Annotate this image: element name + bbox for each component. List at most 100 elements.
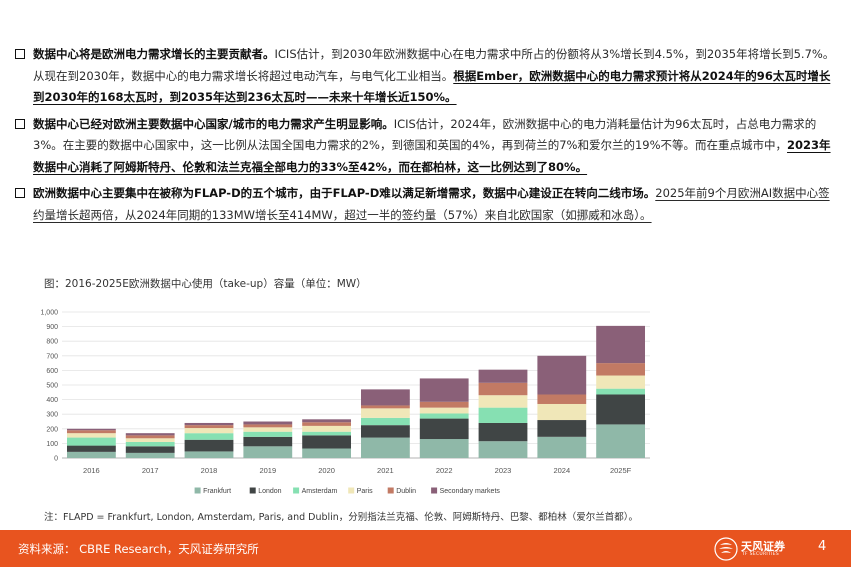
bar-amsterdam-2021 <box>360 417 410 426</box>
bar-london-2017 <box>125 446 175 453</box>
bar-paris-2021 <box>360 408 410 418</box>
bar-frankfurt-2016 <box>66 451 116 458</box>
bar-frankfurt-2022 <box>419 439 469 458</box>
y-tick-label: 600 <box>46 368 58 375</box>
y-tick-label: 0 <box>54 456 58 463</box>
x-tick-label: 2019 <box>259 466 276 475</box>
x-tick-label: 2025F <box>610 466 632 475</box>
bar-amsterdam-2018 <box>184 433 234 440</box>
x-tick-label: 2016 <box>83 466 100 475</box>
bullet-2-lead: 数据中心已经对欧洲主要数据中心国家/城市的电力需求产生明显影响。 <box>33 116 394 131</box>
bar-secondary-markets-2016 <box>66 428 116 431</box>
bar-amsterdam-2025F <box>596 388 646 395</box>
bar-paris-2020 <box>302 425 352 432</box>
bar-amsterdam-2017 <box>125 441 175 447</box>
bar-secondary-markets-2020 <box>302 419 352 423</box>
y-tick-label: 300 <box>46 412 58 419</box>
bar-frankfurt-2023 <box>478 441 528 458</box>
bar-dublin-2018 <box>184 425 234 429</box>
bar-dublin-2025F <box>596 363 646 376</box>
bar-london-2016 <box>66 445 116 452</box>
y-tick-label: 500 <box>46 383 58 390</box>
bar-secondary-markets-2025F <box>596 325 646 364</box>
bar-secondary-markets-2023 <box>478 369 528 383</box>
bar-london-2024 <box>537 420 587 437</box>
tf-securities-logo: 天风证券 TF SECURITIES <box>714 536 804 562</box>
bar-paris-2023 <box>478 395 528 408</box>
bar-london-2018 <box>184 439 234 452</box>
y-tick-label: 700 <box>46 353 58 360</box>
x-tick-label: 2023 <box>495 466 512 475</box>
legend-swatch-london <box>249 487 256 494</box>
bar-amsterdam-2023 <box>478 407 528 423</box>
bar-paris-2017 <box>125 438 175 442</box>
chart-title: 图：2016-2025E欧洲数据中心使用（take-up）容量（单位：MW） <box>44 278 367 290</box>
bar-dublin-2017 <box>125 435 175 439</box>
logo-text-en: TF SECURITIES <box>742 552 780 557</box>
x-tick-label: 2022 <box>436 466 453 475</box>
x-tick-label: 2017 <box>142 466 159 475</box>
bar-secondary-markets-2022 <box>419 378 469 402</box>
y-tick-label: 1,000 <box>40 310 58 317</box>
legend-label: Secondary markets <box>440 488 501 495</box>
bar-london-2021 <box>360 425 410 438</box>
bar-london-2022 <box>419 418 469 440</box>
bullet-2: 数据中心已经对欧洲主要数据中心国家/城市的电力需求产生明显影响。ICIS估计，2… <box>15 114 840 179</box>
bar-frankfurt-2025F <box>596 424 646 458</box>
bar-paris-2018 <box>184 428 234 434</box>
legend-label: Dublin <box>396 488 416 495</box>
legend-label: London <box>258 488 281 495</box>
bar-amsterdam-2016 <box>66 437 116 446</box>
bar-frankfurt-2020 <box>302 448 352 458</box>
y-tick-label: 800 <box>46 339 58 346</box>
bar-paris-2016 <box>66 433 116 438</box>
bar-dublin-2023 <box>478 382 528 396</box>
bar-secondary-markets-2018 <box>184 422 234 426</box>
tf-logo-icon <box>714 537 738 561</box>
bullet-2-highlight: 2023年数据中心消耗了阿姆斯特丹、伦敦和法兰克福全部电力的33%至42%，而在… <box>33 138 831 174</box>
bar-amsterdam-2022 <box>419 413 469 419</box>
x-tick-label: 2020 <box>318 466 335 475</box>
y-tick-label: 400 <box>46 397 58 404</box>
bar-dublin-2021 <box>360 405 410 409</box>
bar-dublin-2016 <box>66 430 116 434</box>
bar-frankfurt-2017 <box>125 452 175 458</box>
bar-secondary-markets-2019 <box>243 421 293 425</box>
legend-swatch-frankfurt <box>194 487 201 494</box>
bar-paris-2022 <box>419 407 469 414</box>
checkbox-square-icon <box>15 49 25 59</box>
bar-dublin-2022 <box>419 401 469 408</box>
bar-dublin-2024 <box>537 394 587 404</box>
bullet-list: 数据中心将是欧洲电力需求增长的主要贡献者。ICIS估计，到2030年欧洲数据中心… <box>15 44 840 231</box>
bullet-3-body: 2025年前9个月欧洲AI数据中心签约量增长超两倍，从2024年同期的133MW… <box>33 186 830 222</box>
bar-london-2019 <box>243 436 293 447</box>
bar-frankfurt-2021 <box>360 437 410 458</box>
bar-paris-2024 <box>537 403 587 421</box>
bar-london-2023 <box>478 422 528 442</box>
bar-secondary-markets-2021 <box>360 389 410 406</box>
bar-paris-2019 <box>243 427 293 432</box>
footer-source: 资料来源： CBRE Research，天风证券研究所 <box>18 542 259 556</box>
bar-london-2025F <box>596 394 646 425</box>
checkbox-square-icon <box>15 118 25 129</box>
bullet-2-body: ICIS估计，2024年，欧洲数据中心的电力消耗量估计为96太瓦时，占总电力需求… <box>33 116 817 153</box>
bar-amsterdam-2019 <box>243 431 293 437</box>
y-tick-label: 900 <box>46 324 58 331</box>
logo-text-cn: 天风证券 <box>741 540 785 553</box>
legend-swatch-dublin <box>387 487 394 494</box>
bar-london-2020 <box>302 435 352 449</box>
bar-frankfurt-2024 <box>537 436 587 458</box>
bar-secondary-markets-2017 <box>125 433 175 436</box>
bullet-1-highlight: 根据Ember，欧洲数据中心的电力需求预计将从2024年的96太瓦时增长到203… <box>33 68 831 105</box>
x-tick-label: 2018 <box>201 466 218 475</box>
y-tick-label: 100 <box>46 441 58 448</box>
legend-label: Paris <box>357 488 373 495</box>
legend-label: Amsterdam <box>302 488 338 495</box>
x-tick-label: 2024 <box>553 466 570 475</box>
bullet-3: 欧洲数据中心主要集中在被称为FLAP-D的五个城市，由于FLAP-D难以满足新增… <box>15 183 840 226</box>
bullet-1-body: ICIS估计，到2030年欧洲数据中心在电力需求中所占的份额将从3%增长到4.5… <box>33 47 835 83</box>
stacked-bar-chart: 0 100 200 300 400 500 600 700 800 900 1,000 2016 201… <box>40 310 650 495</box>
bullet-3-lead: 欧洲数据中心主要集中在被称为FLAP-D的五个城市，由于FLAP-D难以满足新增… <box>33 186 656 200</box>
bar-frankfurt-2019 <box>243 446 293 458</box>
bullet-1: 数据中心将是欧洲电力需求增长的主要贡献者。ICIS估计，到2030年欧洲数据中心… <box>15 44 840 109</box>
